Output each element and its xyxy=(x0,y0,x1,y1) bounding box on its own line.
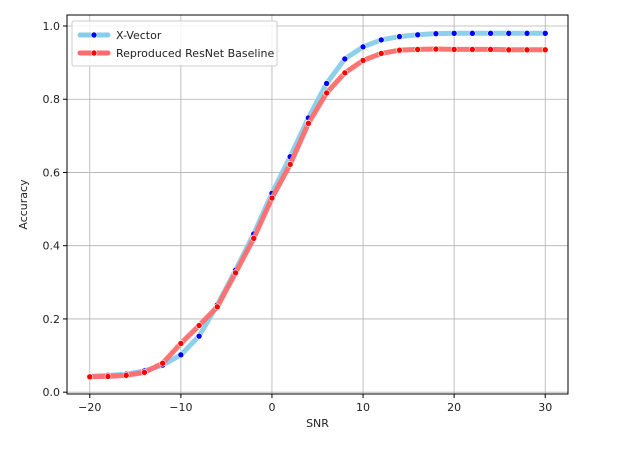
legend-box xyxy=(71,20,278,67)
series-2-point xyxy=(177,340,185,347)
series-1-point xyxy=(341,55,349,63)
series-1-point xyxy=(505,30,513,37)
series-2-point xyxy=(505,46,513,54)
series-1-point xyxy=(487,30,494,37)
y-tick-label: 0.4 xyxy=(43,240,61,253)
series-1-point xyxy=(177,351,185,359)
y-tick-label: 0.0 xyxy=(43,386,61,399)
series-1-point xyxy=(541,30,549,37)
series-2-point xyxy=(469,46,476,53)
series-1-point xyxy=(396,33,403,40)
x-tick-label: 0 xyxy=(268,401,275,414)
series-2-point xyxy=(195,322,203,329)
series-2-point xyxy=(232,269,239,277)
series-1-point xyxy=(414,31,422,39)
x-tick-label: 10 xyxy=(356,401,370,414)
series-1-point xyxy=(195,332,203,340)
series-2-point xyxy=(432,45,440,53)
series-2-point xyxy=(159,359,166,367)
series-1-point xyxy=(323,80,330,87)
y-axis-title: Accuracy xyxy=(17,179,30,230)
y-tick-label: 1.0 xyxy=(43,20,61,33)
x-axis-title: SNR xyxy=(306,417,329,430)
series-layer xyxy=(86,30,549,381)
y-tick-label: 0.8 xyxy=(43,93,61,106)
series-1-point xyxy=(469,30,476,37)
x-tick-label: 30 xyxy=(538,401,552,414)
x-tick-label: 20 xyxy=(447,401,461,414)
legend-label-1: X-Vector xyxy=(116,29,162,42)
series-2-point xyxy=(122,372,130,379)
legend-label-2: Reproduced ResNet Baseline xyxy=(116,47,274,60)
legend-marker-2 xyxy=(90,49,98,57)
series-2-point xyxy=(250,235,258,242)
series-1-point xyxy=(359,43,367,51)
series-2-point xyxy=(141,369,148,376)
series-2-point xyxy=(104,373,112,380)
series-2-point xyxy=(359,57,367,64)
series-2-point xyxy=(541,46,549,54)
x-tick-label: −20 xyxy=(78,401,101,414)
series-2-point xyxy=(323,89,330,97)
series-2-point xyxy=(86,373,94,381)
series-1-point xyxy=(432,30,440,37)
series-2-point xyxy=(523,46,531,54)
series-2-point xyxy=(396,46,403,54)
series-2-point xyxy=(377,50,385,57)
series-1-point xyxy=(450,30,458,37)
series-2-point xyxy=(286,161,294,168)
series-1-point xyxy=(523,30,531,37)
series-1-point xyxy=(377,36,385,44)
series-2-point xyxy=(214,303,221,311)
y-tick-label: 0.6 xyxy=(43,166,61,179)
legend-marker-1 xyxy=(90,31,98,39)
legend: X-Vector Reproduced ResNet Baseline xyxy=(71,20,278,67)
series-2-point xyxy=(305,120,312,127)
series-2-point xyxy=(414,46,422,53)
y-tick-label: 0.2 xyxy=(43,313,61,326)
series-2-point xyxy=(450,46,458,53)
x-tick-label: −10 xyxy=(169,401,192,414)
series-2-point xyxy=(487,46,494,53)
series-2-point xyxy=(341,69,349,77)
ticks: −20 −10 0 10 20 30 0.0 0.2 0.4 0.6 0.8 1.0 xyxy=(43,20,553,414)
series-2-point xyxy=(268,194,276,202)
plot-frame xyxy=(66,14,569,395)
